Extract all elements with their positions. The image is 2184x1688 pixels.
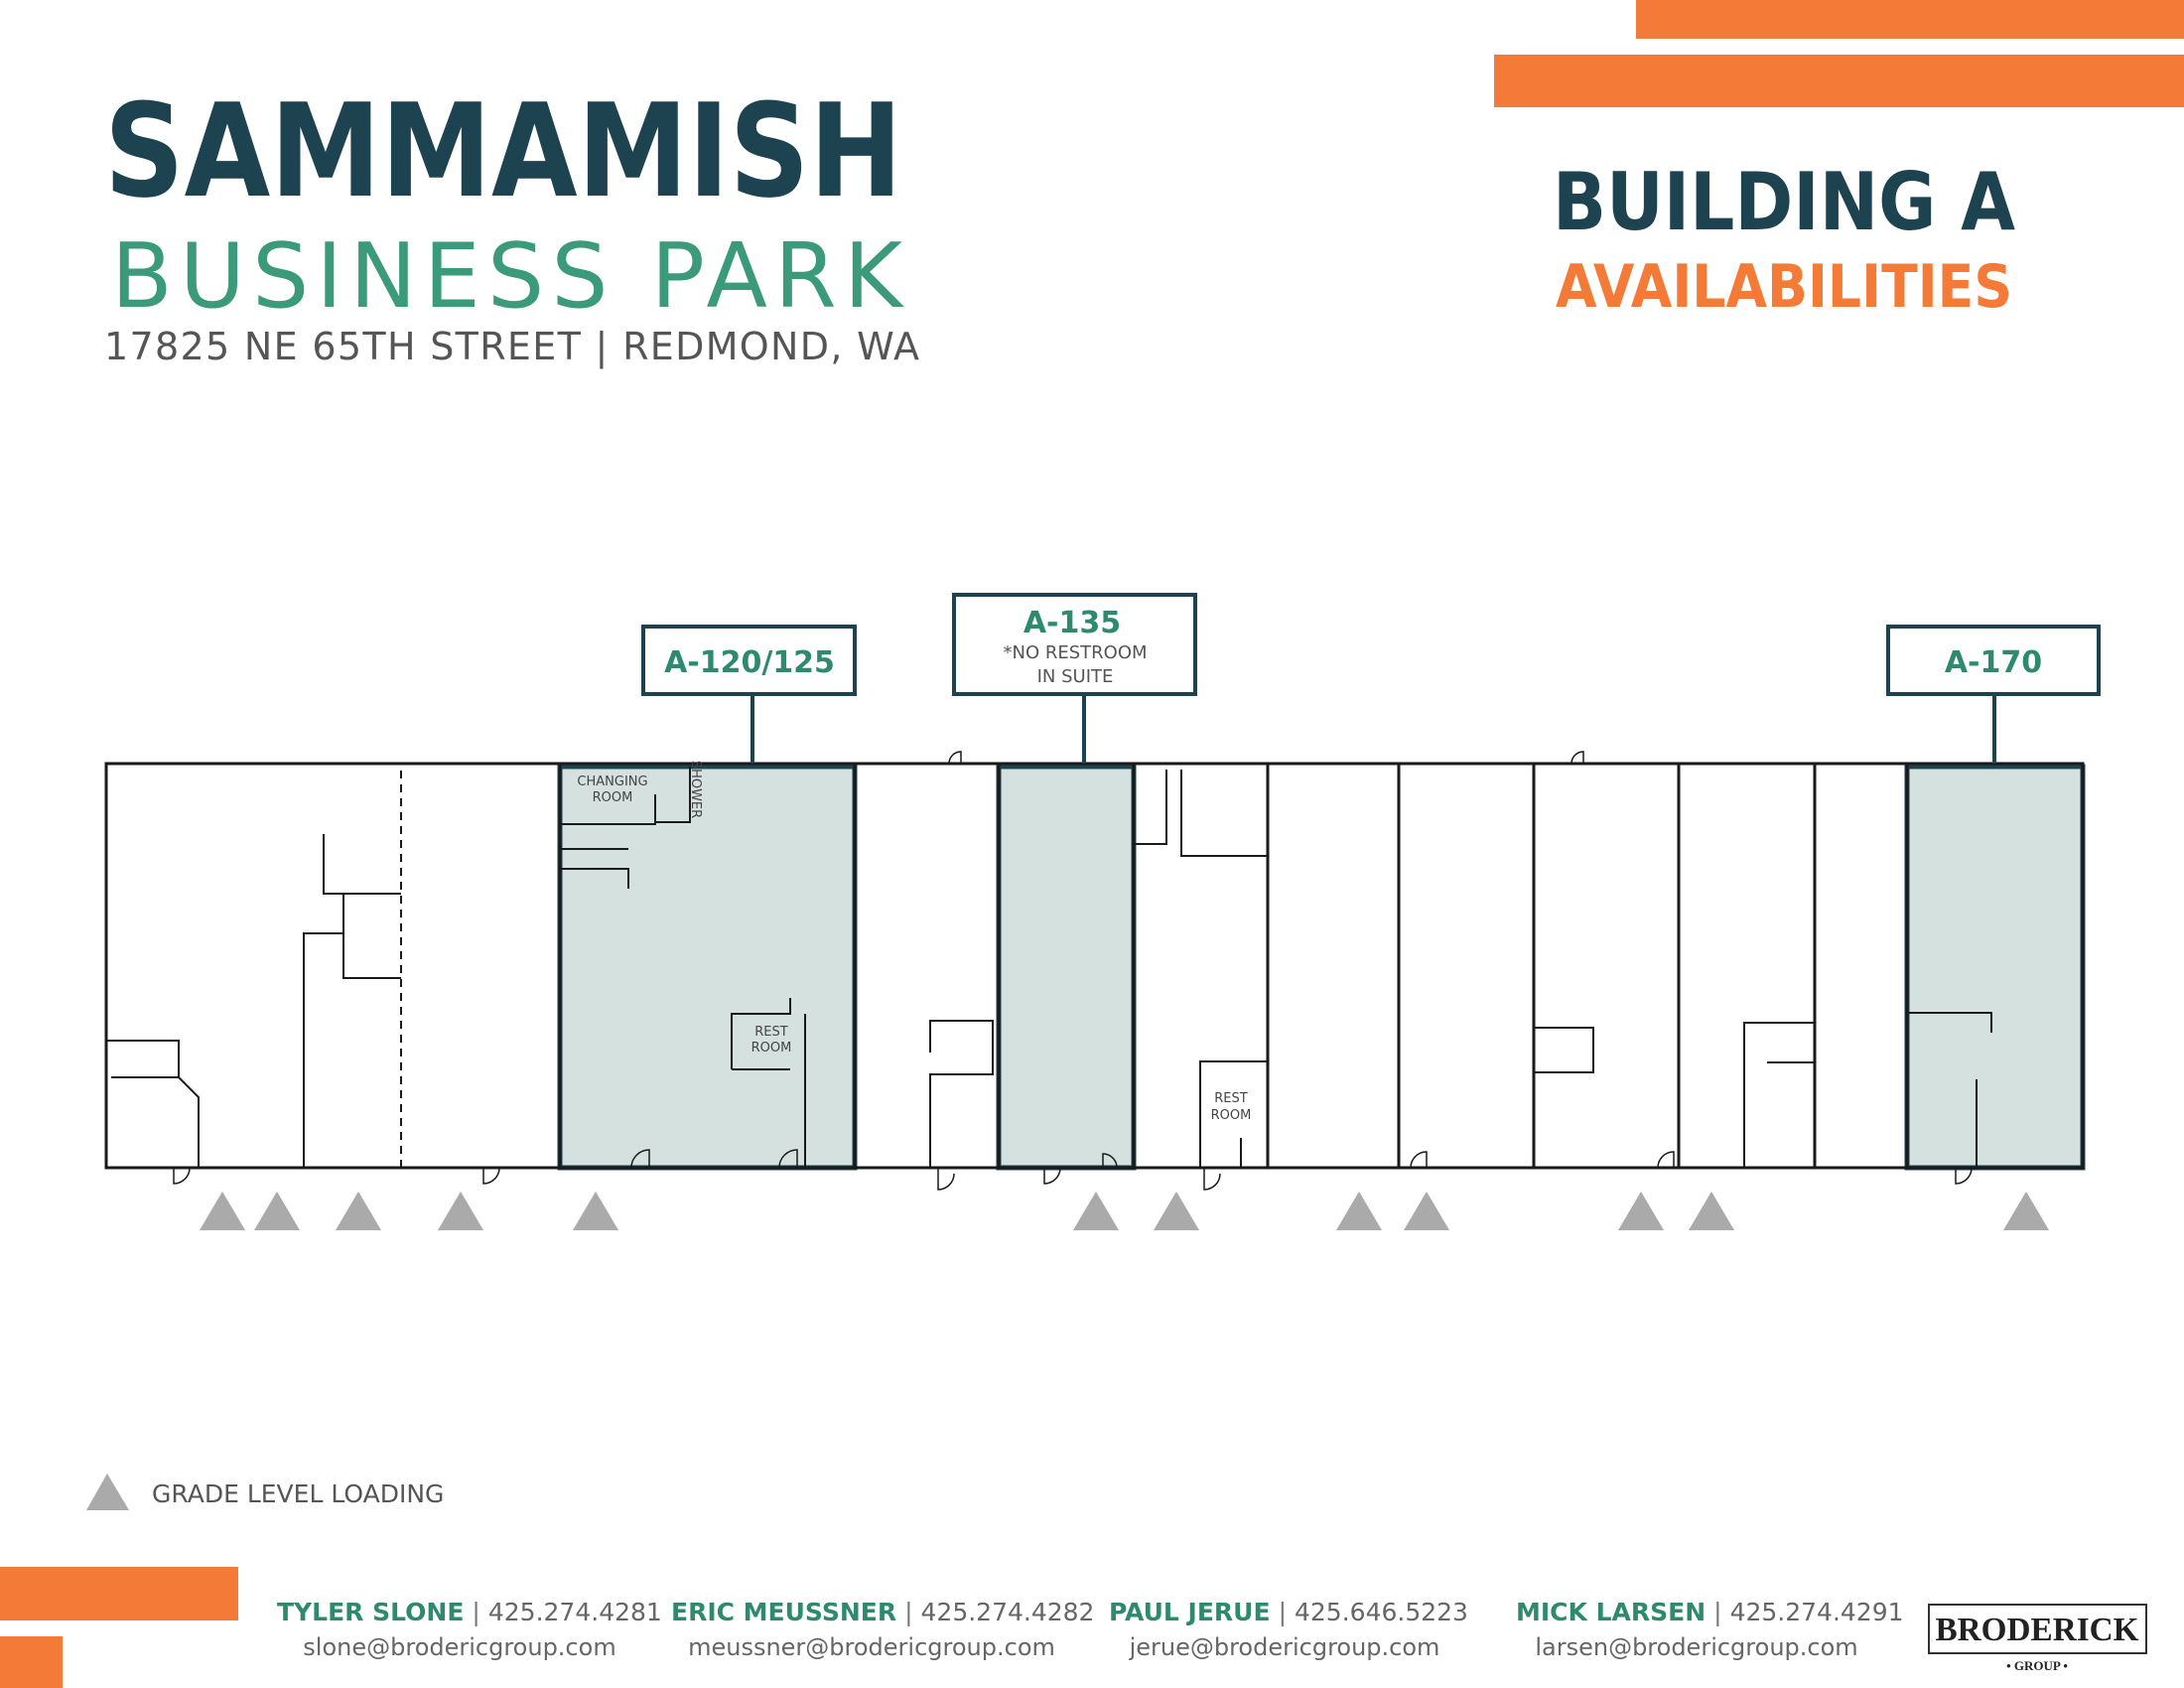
contact-phone: 425.274.4291 — [1730, 1598, 1904, 1626]
suite-label: A-170 — [1945, 645, 2042, 680]
unit-walls — [558, 764, 1909, 1168]
suite-label: A-135 — [1024, 606, 1121, 640]
suite-note: IN SUITE — [1037, 666, 1114, 687]
availability-title: AVAILABILITIES — [1556, 252, 2012, 322]
loading-marker — [1154, 1192, 1199, 1230]
contact-name: ERIC MEUSSNER — [671, 1598, 896, 1626]
door-swings — [173, 751, 1973, 1191]
loading-marker — [2003, 1192, 2049, 1230]
contact-phone: 425.274.4281 — [488, 1598, 662, 1626]
suite-note: *NO RESTROOM — [1003, 642, 1147, 663]
label-box — [641, 625, 857, 696]
suite-highlight — [1904, 764, 2086, 1171]
contact-phone: 425.646.5223 — [1295, 1598, 1468, 1626]
logo-sub: • GROUP • — [2006, 1658, 2068, 1673]
orange-bar — [1494, 55, 2184, 107]
separator: | — [904, 1598, 912, 1626]
loading-marker — [573, 1192, 618, 1230]
logo-name: BRODERICK — [1936, 1612, 2140, 1648]
room-label: CHANGING — [577, 774, 647, 789]
suite-highlight — [557, 764, 858, 1171]
loading-marker — [336, 1192, 381, 1230]
contact-phone: 425.274.4282 — [921, 1598, 1095, 1626]
building-title: BUILDING A — [1553, 156, 2015, 248]
room-label: SHOWER — [688, 761, 703, 818]
loading-marker — [200, 1192, 245, 1230]
building-outline — [104, 762, 2085, 1170]
contact-name: PAUL JERUE — [1109, 1598, 1271, 1626]
room-label: ROOM — [593, 790, 633, 805]
loading-marker — [1073, 1192, 1119, 1230]
contact-email: slone@brodericgroup.com — [303, 1633, 615, 1661]
contact-email: larsen@brodericgroup.com — [1535, 1633, 1857, 1661]
logo-tab — [1995, 1656, 2079, 1674]
room-label: ROOM — [751, 1041, 792, 1055]
loading-marker — [1689, 1192, 1734, 1230]
separator: | — [472, 1598, 479, 1626]
separator: | — [1279, 1598, 1287, 1626]
suite-label: A-120/125 — [664, 645, 835, 680]
separator: | — [1713, 1598, 1721, 1626]
loading-marker — [438, 1192, 483, 1230]
label-box — [952, 593, 1197, 696]
floor-plan — [104, 751, 2086, 1191]
interior-walls — [106, 767, 1992, 1168]
orange-bar — [0, 1567, 238, 1620]
loading-marker — [1336, 1192, 1382, 1230]
contact-line: PAUL JERUE | 425.646.5223 — [1109, 1598, 1468, 1626]
suite-labels: A-120/125 A-135 *NO RESTROOM IN SUITE A-… — [641, 593, 2101, 764]
legend-icon — [86, 1474, 129, 1510]
label-box — [1886, 625, 2101, 696]
address: 17825 NE 65TH STREET | REDMOND, WA — [104, 325, 919, 369]
contact-email: jerue@brodericgroup.com — [1129, 1633, 1440, 1661]
orange-bar — [0, 1636, 63, 1688]
title: SAMMAMISH — [104, 75, 902, 226]
room-label: REST — [754, 1025, 787, 1040]
room-label: REST — [1214, 1091, 1247, 1106]
contact-name: TYLER SLONE — [277, 1598, 464, 1626]
contacts: TYLER SLONE | 425.274.4281 slone@brodericgr… — [277, 1598, 1904, 1661]
suite-highlight — [996, 764, 1137, 1171]
contact-email: meussner@brodericgroup.com — [688, 1633, 1055, 1661]
logo-box — [1928, 1604, 2147, 1654]
legend-label: GRADE LEVEL LOADING — [152, 1479, 444, 1508]
loading-marker — [1618, 1192, 1664, 1230]
contact-line: ERIC MEUSSNER | 425.274.4282 — [671, 1598, 1094, 1626]
contact-name: MICK LARSEN — [1516, 1598, 1706, 1626]
room-label: ROOM — [1211, 1108, 1252, 1123]
loading-markers — [200, 1192, 2049, 1230]
orange-bar — [1636, 0, 2184, 39]
contact-line: TYLER SLONE | 425.274.4281 — [277, 1598, 662, 1626]
subtitle: BUSINESS PARK — [111, 224, 904, 329]
loading-marker — [1404, 1192, 1449, 1230]
loading-marker — [254, 1192, 300, 1230]
contact-line: MICK LARSEN | 425.274.4291 — [1516, 1598, 1904, 1626]
